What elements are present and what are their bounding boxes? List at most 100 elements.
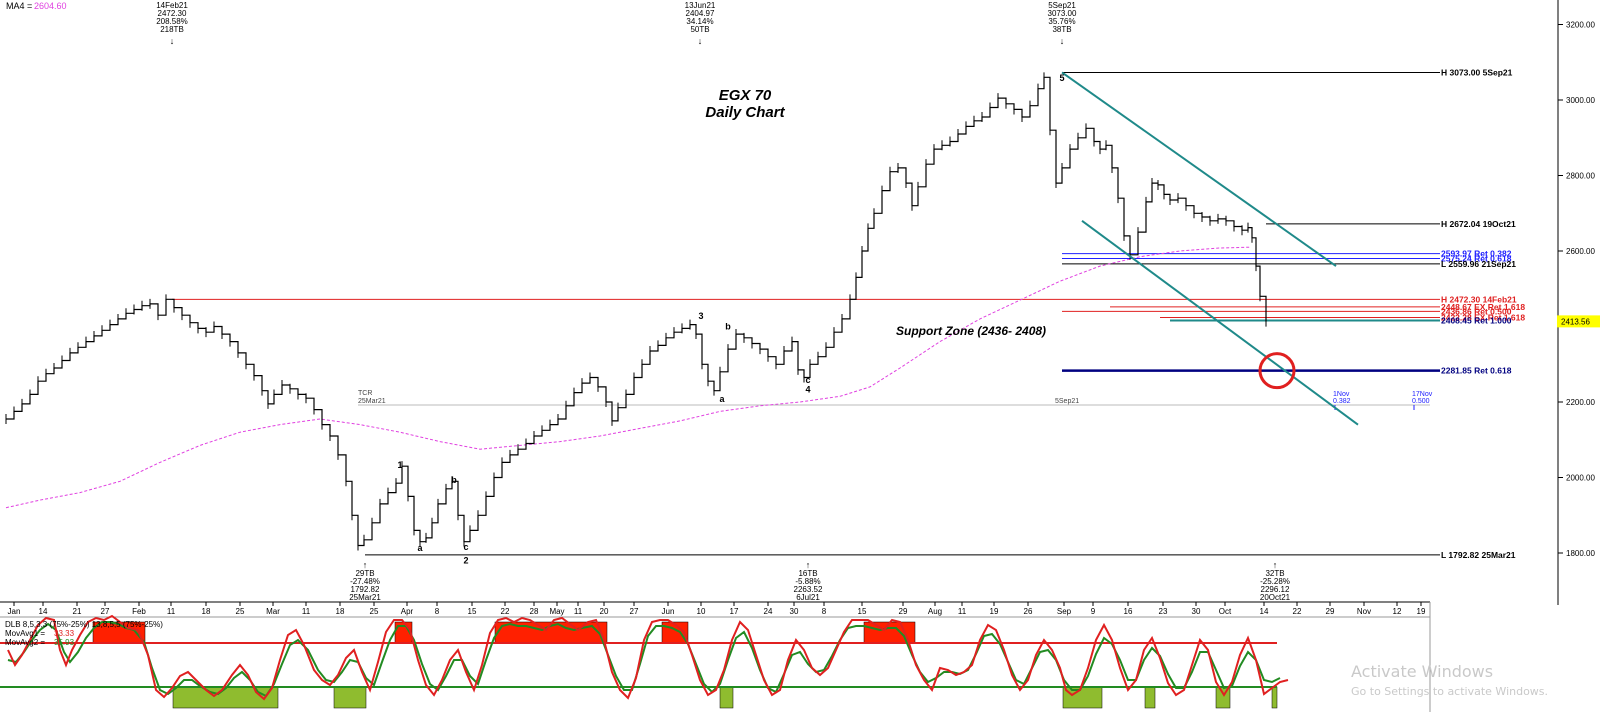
x-tick-label: Aug [928,607,942,616]
oversold-zone [719,686,734,709]
swing-low-annotation: 6Jul21 [796,593,820,602]
swing-low-annotation: 2263.52 [794,585,823,594]
x-tick-label: 9 [1091,607,1096,616]
up-arrow-icon: ↑ [806,560,811,570]
movavg2-line [7,621,1281,698]
level-label: L 1792.82 25Mar21 [1441,550,1516,560]
x-tick-label: 30 [1192,607,1201,616]
down-arrow-icon: ↓ [698,36,703,46]
swing-high-annotation: 35.76% [1048,17,1075,26]
level-label: 2593.97 Ret 0.382 [1441,249,1512,259]
moving-average-line [5,246,1251,509]
level-label: 2448.67 EX Ret 1.618 [1441,302,1525,312]
y-tick-label: 3000.00 [1566,96,1595,105]
swing-low-annotation: 29TB [355,569,374,578]
oversold-zone [1271,686,1278,709]
swing-low-annotation: -5.88% [795,577,820,586]
movavg2-value: 35.93 [54,638,75,647]
swing-low-annotation: -27.48% [350,577,380,586]
y-tick-label: 2200.00 [1566,398,1595,407]
movavg1-label: MovAvg1 = [5,629,45,638]
wave-label: 1 [397,460,402,470]
x-tick-label: 23 [1159,607,1168,616]
x-tick-label: Jan [8,607,21,616]
wave-label: b [451,475,457,485]
level-label: L 2559.96 21Sep21 [1441,259,1516,269]
level-label: H 2672.04 19Oct21 [1441,219,1516,229]
down-arrow-icon: ↓ [170,36,175,46]
wave-label: b [725,322,731,332]
x-tick-label: 18 [202,607,211,616]
level-label: 2422.28 EX Ret 1.618 [1441,312,1525,322]
oversold-zone [333,686,367,709]
swing-high-annotation: 13Jun21 [685,1,716,10]
x-tick-label: 8 [435,607,440,616]
x-tick-label: 15 [468,607,477,616]
x-tick-label: 29 [1326,607,1335,616]
up-arrow-icon: ↑ [363,560,368,570]
x-tick-label: 28 [530,607,539,616]
future-ratio-label: 0.500 [1412,398,1430,405]
trend-channel [1061,71,1359,426]
swing-low-annotation: 16TB [798,569,817,578]
watermark-line1: Activate Windows [1351,662,1494,681]
level-label: 2408.45 Ret 1.000 [1441,315,1512,325]
level-label: 2436.86 Ret 0.500 [1441,306,1512,316]
oscillator-panel: DLB 8,5,3,3 (75%-25%) 13,8,5,5 (75%-25%)… [0,614,1289,709]
swing-low-annotation: 25Mar21 [349,593,381,602]
swing-high-annotation: 2472.30 [158,9,187,18]
x-tick-label: May [549,607,564,616]
price-line [6,76,1267,547]
movavg1-value: 33.33 [54,629,75,638]
axes [0,0,1559,712]
wave-label: c [463,542,468,552]
x-tick-label: Apr [401,607,414,616]
movavg1-line [7,614,1289,701]
y-axis: 3200.00 3000.00 2800.00 2600.00 2200.00 2000.… [1557,21,1600,558]
channel-lower-line [1081,219,1359,426]
y-tick-label: 2000.00 [1566,474,1595,483]
swing-high-annotation: 218TB [160,25,184,34]
x-tick-label: 11 [574,607,583,616]
x-tick-label: 19 [990,607,999,616]
x-tick-label: Mar [266,607,280,616]
x-tick-label: 11 [958,607,967,616]
x-tick-label: 22 [501,607,510,616]
oversold-zone [1144,686,1156,709]
watermark-line2: Go to Settings to activate Windows. [1351,685,1549,698]
future-date-label: 17Nov [1412,391,1433,398]
x-tick-label: 16 [1124,607,1133,616]
swing-low-annotation: 1792.82 [351,585,380,594]
y-tick-label: 2800.00 [1566,172,1595,181]
down-arrow-icon: ↓ [1060,36,1065,46]
swing-low-annotation: 20Oct21 [1260,593,1291,602]
tcr-label: TCR [358,390,372,397]
x-tick-label: 15 [858,607,867,616]
swing-low-annotation: 32TB [1265,569,1284,578]
x-tick-label: 17 [730,607,739,616]
x-tick-label: 18 [336,607,345,616]
chart-title: EGX 70 [719,87,772,104]
x-tick-label: 8 [822,607,827,616]
movavg2-label: MovAvg2 = [5,638,45,647]
x-tick-label: 20 [600,607,609,616]
up-arrow-icon: ↑ [1273,560,1278,570]
x-tick-label: 26 [1024,607,1033,616]
swing-high-annotation: 5Sep21 [1048,1,1076,10]
ma-legend-value: 2604.60 [34,1,67,11]
x-tick-label: Jun [662,607,675,616]
target-circle [1258,352,1296,390]
wave-label: 2 [463,556,468,566]
level-label: 2281.85 Ret 0.618 [1441,366,1512,376]
wave-label: a [417,543,423,553]
wave-label: c [805,375,810,385]
fibonacci-levels: H 3073.00 5Sep21 H 2672.04 19Oct21 2593.97… [172,67,1525,560]
wave-label: a [719,394,725,404]
windows-watermark: Activate Windows Go to Settings to activ… [1351,662,1548,698]
x-tick-label: 11 [302,607,311,616]
swing-high-annotation: 208.58% [156,17,188,26]
x-tick-label: 25 [236,607,245,616]
